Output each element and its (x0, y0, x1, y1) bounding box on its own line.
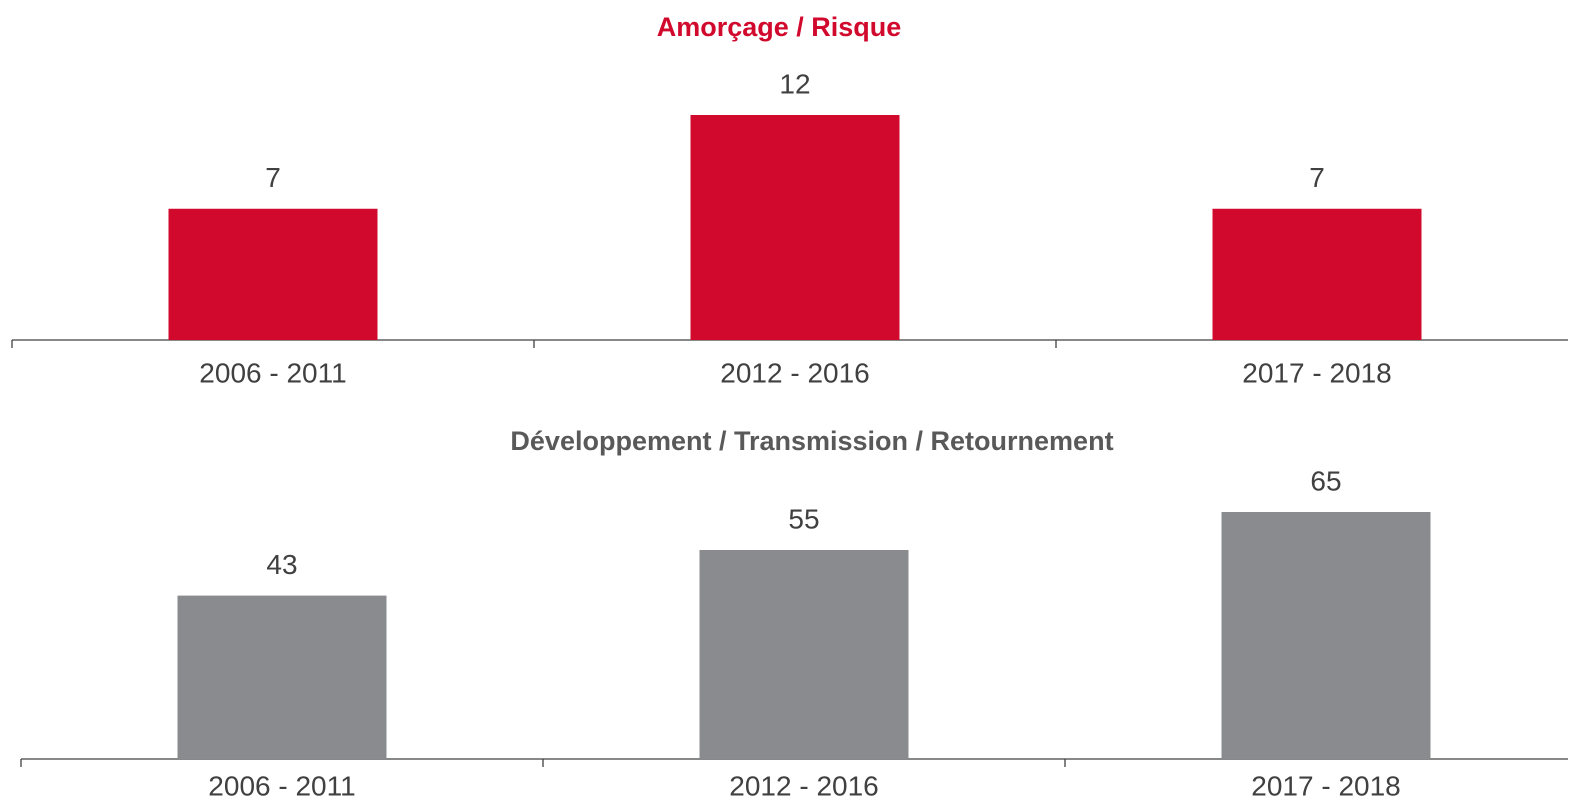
bar (699, 550, 909, 759)
x-tick-label: 2012 - 2016 (729, 770, 878, 801)
x-tick-label: 2017 - 2018 (1242, 357, 1391, 388)
data-label: 7 (265, 162, 281, 193)
data-label: 65 (1310, 465, 1341, 496)
x-tick-label: 2012 - 2016 (720, 357, 869, 388)
chart-title: Développement / Transmission / Retournem… (510, 426, 1113, 456)
chart-title: Amorçage / Risque (657, 12, 902, 42)
x-tick-label: 2006 - 2011 (208, 770, 355, 801)
x-tick-label: 2006 - 2011 (199, 357, 346, 388)
data-label: 43 (266, 549, 297, 580)
data-label: 55 (788, 503, 819, 534)
data-label: 7 (1309, 162, 1325, 193)
bar (1212, 208, 1422, 340)
bar (168, 208, 378, 340)
bar (177, 595, 387, 759)
bar (1221, 512, 1431, 759)
bar (690, 115, 900, 340)
x-tick-label: 2017 - 2018 (1251, 770, 1400, 801)
data-label: 12 (779, 68, 810, 99)
